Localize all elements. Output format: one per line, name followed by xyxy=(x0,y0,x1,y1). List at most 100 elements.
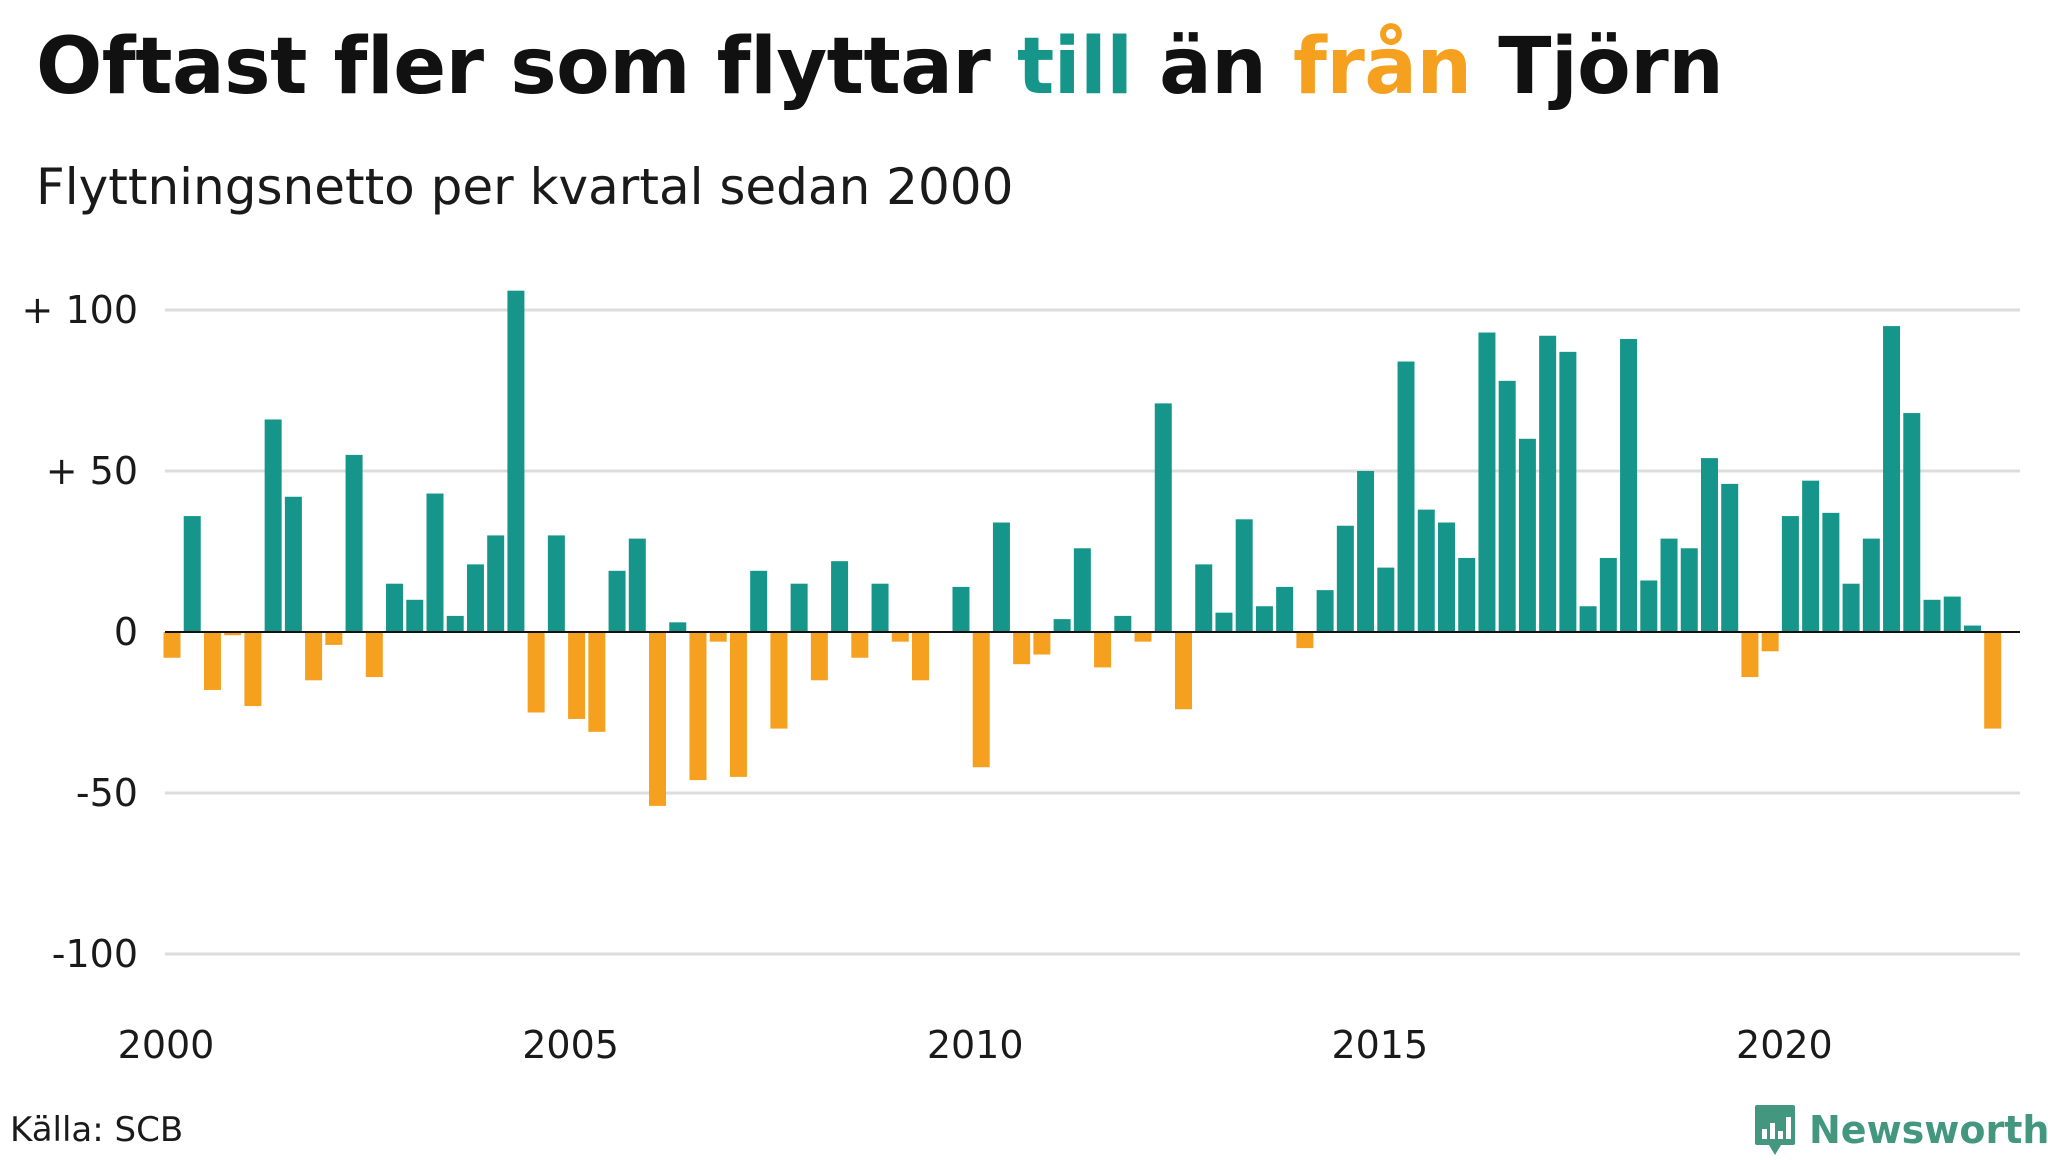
bar-negative xyxy=(709,632,727,642)
bar-positive xyxy=(1316,590,1334,632)
bar-positive xyxy=(1963,625,1981,632)
bar-negative xyxy=(1741,632,1759,678)
bar-negative xyxy=(1134,632,1152,642)
y-tick-label: + 50 xyxy=(46,449,138,493)
bar-positive xyxy=(1195,564,1213,632)
bar-positive xyxy=(1336,525,1354,632)
bar-negative xyxy=(1296,632,1314,649)
bar-positive xyxy=(284,496,302,632)
bar-negative xyxy=(1761,632,1779,652)
bar-negative xyxy=(163,632,181,658)
bar-positive xyxy=(1417,509,1435,632)
bar-positive xyxy=(426,493,444,632)
bar-positive xyxy=(1276,586,1294,632)
bar-positive xyxy=(1721,483,1739,632)
bar-positive xyxy=(608,570,626,632)
bar-positive xyxy=(386,583,404,632)
bar-positive xyxy=(1822,512,1840,632)
chart-title: Oftast fler som flyttar till än från Tjö… xyxy=(36,22,1724,112)
bar-positive xyxy=(1943,596,1961,632)
bar-negative xyxy=(365,632,383,678)
title-part-3: än xyxy=(1132,22,1293,112)
bar-positive xyxy=(1903,413,1921,632)
bar-positive xyxy=(1599,557,1617,632)
bar-positive xyxy=(1053,619,1071,632)
bar-positive xyxy=(1862,538,1880,632)
bar-positive xyxy=(1215,612,1233,632)
bar-negative xyxy=(224,632,242,636)
bar-negative xyxy=(912,632,930,681)
bar-positive xyxy=(1883,326,1901,632)
bar-positive xyxy=(1458,557,1476,632)
title-part-till: till xyxy=(1017,22,1133,112)
bars xyxy=(163,290,2020,806)
bar-positive xyxy=(406,599,424,632)
bar-positive xyxy=(871,583,889,632)
bar-negative xyxy=(649,632,667,806)
x-tick-label: 2010 xyxy=(927,1023,1024,1067)
bar-positive xyxy=(750,570,768,632)
bar-positive xyxy=(1923,599,1941,632)
y-tick-label: + 100 xyxy=(22,288,138,332)
brand-name: Newsworthy xyxy=(1809,1108,2048,1152)
bar-negative xyxy=(203,632,221,690)
bar-negative xyxy=(851,632,869,658)
bar-positive xyxy=(1255,606,1273,632)
bar-negative xyxy=(325,632,343,645)
newsworthy-logo: Newsworthy xyxy=(1753,1100,2048,1160)
bar-negative xyxy=(305,632,323,681)
bar-positive xyxy=(1802,480,1820,632)
bar-positive xyxy=(1660,538,1678,632)
bar-positive xyxy=(790,583,808,632)
bar-positive xyxy=(1680,548,1698,632)
title-part-1: Oftast fler som flyttar xyxy=(36,22,1018,112)
bar-negative xyxy=(244,632,262,707)
bar-negative xyxy=(1033,632,1051,655)
bar-positive xyxy=(628,538,646,632)
bar-positive xyxy=(446,615,464,632)
bar-positive xyxy=(1640,580,1658,632)
bar-positive xyxy=(345,454,363,632)
bar-negative xyxy=(729,632,747,777)
bar-positive xyxy=(547,535,565,632)
bar-positive xyxy=(183,516,201,632)
bar-negative xyxy=(527,632,545,713)
bar-positive xyxy=(1620,338,1638,632)
axis-labels: + 100 + 50 0 -50 -100 2000 2005 2010 2015 2020 xyxy=(22,288,1833,1067)
bar-positive xyxy=(1539,335,1557,632)
bar-positive xyxy=(1073,548,1091,632)
bar-positive xyxy=(992,522,1010,632)
bar-positive xyxy=(264,419,282,632)
bar-positive xyxy=(487,535,505,632)
bar-negative xyxy=(810,632,828,681)
bar-positive xyxy=(1154,403,1172,632)
y-tick-label: -50 xyxy=(76,771,138,815)
x-tick-label: 2015 xyxy=(1331,1023,1428,1067)
y-tick-label: -100 xyxy=(52,932,138,976)
bar-positive xyxy=(1437,522,1455,632)
bar-positive xyxy=(831,561,849,632)
y-tick-label: 0 xyxy=(114,610,138,654)
bar-positive xyxy=(1377,567,1395,632)
x-tick-label: 2005 xyxy=(522,1023,619,1067)
bar-negative xyxy=(891,632,909,642)
bar-negative xyxy=(689,632,707,781)
title-part-fran: från xyxy=(1293,22,1472,112)
x-tick-label: 2000 xyxy=(118,1023,215,1067)
bar-positive xyxy=(1478,332,1496,632)
bar-positive xyxy=(507,290,525,632)
bar-positive xyxy=(1842,583,1860,632)
bar-negative xyxy=(1175,632,1192,710)
source-label: Källa: SCB xyxy=(10,1110,184,1150)
bar-negative xyxy=(1013,632,1031,665)
newsworthy-logo-icon xyxy=(1755,1105,1795,1155)
bar-positive xyxy=(1781,516,1799,632)
bar-positive xyxy=(1559,351,1577,632)
bar-positive xyxy=(1397,361,1415,632)
bar-positive xyxy=(1700,458,1718,632)
x-tick-label: 2020 xyxy=(1736,1023,1833,1067)
bar-positive xyxy=(952,586,970,632)
bar-positive xyxy=(1235,519,1253,632)
bar-positive xyxy=(1518,438,1536,632)
bar-positive xyxy=(466,564,484,632)
